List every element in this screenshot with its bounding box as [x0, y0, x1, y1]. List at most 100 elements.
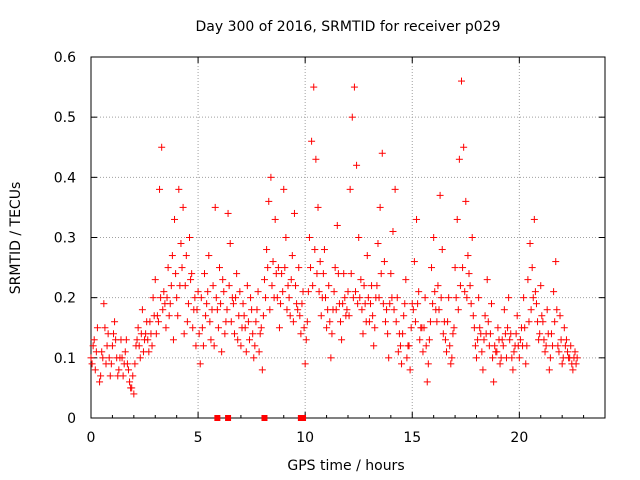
data-point — [253, 306, 261, 314]
data-point — [479, 366, 487, 374]
data-point — [168, 252, 176, 260]
data-point — [434, 282, 442, 290]
data-point — [317, 312, 325, 320]
data-point — [100, 300, 108, 308]
data-point — [524, 276, 532, 284]
data-point — [205, 252, 213, 260]
data-point — [183, 318, 191, 326]
data-point — [174, 312, 182, 320]
data-point — [324, 306, 332, 314]
data-point — [284, 282, 292, 290]
data-point — [452, 294, 460, 302]
data-point — [421, 294, 429, 302]
data-point — [227, 318, 235, 326]
data-point — [162, 324, 170, 332]
data-point — [96, 378, 104, 386]
data-point — [448, 354, 456, 362]
data-point — [118, 354, 126, 362]
data-point — [232, 294, 240, 302]
data-point — [544, 330, 552, 338]
data-point — [516, 336, 524, 344]
data-point — [206, 318, 214, 326]
data-point — [322, 294, 330, 302]
data-point — [203, 300, 211, 308]
data-point — [414, 300, 422, 308]
data-point — [532, 300, 540, 308]
data-point — [272, 270, 280, 278]
data-point — [112, 336, 120, 344]
data-point — [444, 318, 452, 326]
data-point — [527, 306, 535, 314]
data-point — [455, 155, 463, 163]
data-point — [197, 294, 205, 302]
data-point — [348, 113, 356, 121]
data-point — [160, 288, 168, 296]
data-point — [451, 264, 459, 272]
data-point — [512, 330, 520, 338]
data-point — [279, 288, 287, 296]
data-point — [500, 306, 508, 314]
data-point — [173, 294, 181, 302]
data-point — [237, 342, 245, 350]
data-point — [379, 300, 387, 308]
data-point — [178, 264, 186, 272]
data-point — [423, 378, 431, 386]
data-point — [387, 270, 395, 278]
data-point — [165, 312, 173, 320]
x-tick-label: 0 — [87, 430, 96, 446]
y-tick-label: 0.4 — [54, 170, 76, 186]
data-point — [433, 318, 441, 326]
data-point — [334, 270, 342, 278]
data-point — [549, 342, 557, 350]
data-point — [101, 324, 109, 332]
data-point — [187, 276, 195, 284]
data-point — [120, 360, 128, 368]
data-point — [171, 215, 179, 223]
data-point — [307, 264, 315, 272]
data-point — [546, 354, 554, 362]
data-point — [239, 300, 247, 308]
data-point — [478, 348, 486, 356]
y-tick-label: 0.6 — [54, 50, 76, 66]
data-point — [159, 306, 167, 314]
data-point — [337, 318, 345, 326]
data-point — [245, 336, 253, 344]
data-point — [249, 330, 257, 338]
data-point — [138, 306, 146, 314]
chart-title: Day 300 of 2016, SRMTID for receiver p02… — [195, 19, 500, 35]
data-point — [195, 330, 203, 338]
x-tick-label: 10 — [296, 430, 314, 446]
data-point — [407, 324, 415, 332]
data-point — [122, 336, 130, 344]
data-point — [538, 312, 546, 320]
data-point — [121, 348, 129, 356]
data-point — [208, 306, 216, 314]
data-point — [398, 360, 406, 368]
data-point — [430, 234, 438, 241]
data-point — [234, 336, 242, 344]
data-point — [158, 143, 166, 151]
data-point — [218, 348, 226, 356]
data-point — [216, 264, 223, 272]
data-point — [224, 209, 232, 217]
data-point — [319, 270, 327, 278]
data-point — [491, 342, 499, 350]
data-point — [129, 372, 137, 380]
data-point — [466, 282, 474, 290]
data-point — [298, 300, 306, 308]
data-point — [552, 258, 560, 266]
data-point — [419, 348, 427, 356]
data-point — [238, 324, 246, 332]
data-point — [316, 258, 324, 266]
data-point — [389, 227, 397, 235]
data-point — [459, 264, 467, 272]
data-point — [480, 336, 488, 344]
data-point — [127, 384, 135, 392]
data-point — [290, 209, 298, 217]
data-point — [486, 330, 494, 338]
data-point — [355, 234, 363, 241]
data-point — [161, 300, 169, 308]
data-point — [384, 330, 392, 338]
data-point — [343, 306, 351, 314]
